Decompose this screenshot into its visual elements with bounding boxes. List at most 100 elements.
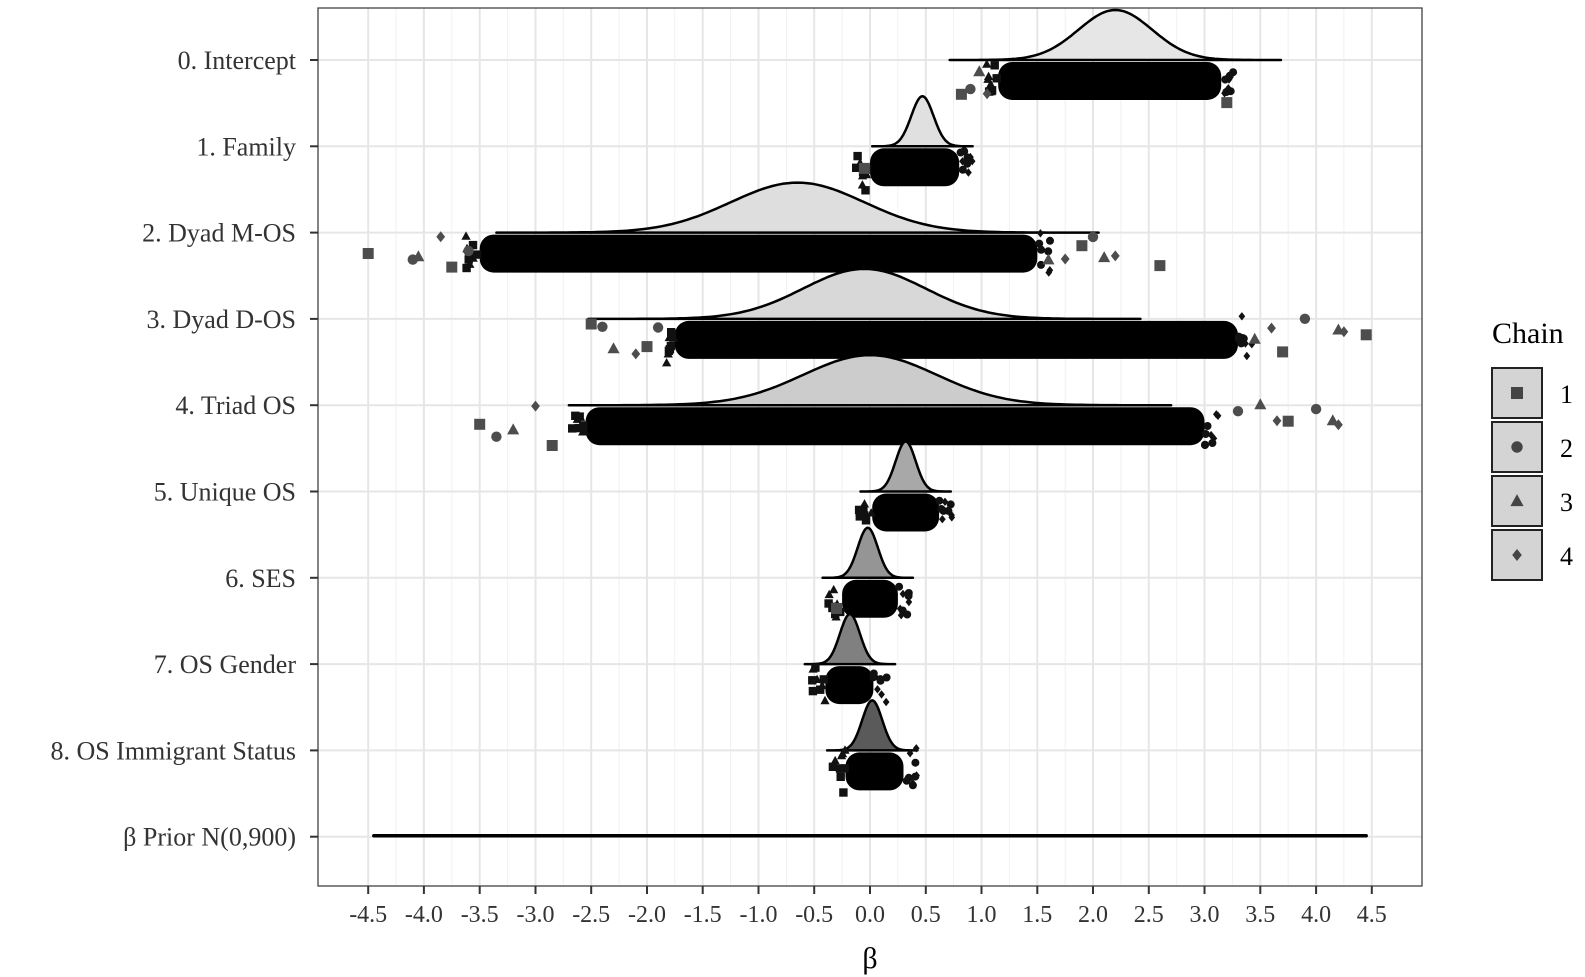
- draw-point: [1243, 351, 1251, 361]
- x-tick-label: -4.0: [405, 902, 443, 928]
- x-tick-label: -1.0: [740, 902, 778, 928]
- legend: Chain 1 2 3 4: [1491, 317, 1573, 581]
- outlier-point: [446, 261, 458, 273]
- draw-point: [990, 61, 999, 70]
- draw-point: [874, 685, 881, 694]
- density-ridge: [870, 95, 974, 148]
- legend-marker-triangle: [1510, 494, 1524, 507]
- draw-point: [878, 690, 885, 699]
- x-tick-label: 0.5: [911, 902, 941, 928]
- draw-point: [983, 71, 994, 80]
- draw-point: [1037, 260, 1045, 269]
- draw-point: [571, 411, 580, 420]
- draw-point: [835, 764, 845, 773]
- x-tick-label: -3.0: [517, 902, 555, 928]
- draw-point: [1225, 71, 1234, 80]
- legend-label: 4: [1560, 542, 1573, 571]
- draw-point: [913, 771, 920, 780]
- outlier-point: [831, 603, 842, 614]
- posterior-draws-cloud: [872, 493, 940, 532]
- posterior-draws-cloud: [479, 234, 1038, 273]
- draw-point: [568, 424, 577, 433]
- density-ridge: [821, 526, 915, 580]
- draw-point: [1207, 430, 1215, 440]
- draw-point: [944, 506, 953, 515]
- x-tick-label: -0.5: [795, 902, 833, 928]
- x-tick-label: 4.5: [1357, 902, 1387, 928]
- legend-label: 3: [1560, 488, 1573, 517]
- series-layer: [362, 8, 1372, 838]
- density-ridge: [825, 699, 919, 752]
- outlier-point: [965, 83, 976, 95]
- draw-point: [858, 171, 868, 180]
- draw-point: [465, 259, 475, 268]
- draw-point: [1035, 239, 1044, 248]
- posterior-draws-cloud: [998, 62, 1222, 100]
- draw-point: [912, 744, 920, 753]
- density-ridge: [567, 353, 1173, 407]
- series-8: [803, 612, 897, 707]
- x-axis-label: β: [862, 942, 877, 975]
- draw-point: [1037, 229, 1044, 238]
- draw-point: [828, 762, 838, 771]
- outlier-point: [1221, 97, 1233, 109]
- outlier-point: [1310, 403, 1322, 415]
- draw-point: [965, 168, 972, 177]
- outlier-point: [1254, 398, 1267, 410]
- outlier-point: [1042, 253, 1055, 265]
- series-4: [585, 267, 1372, 367]
- draw-point: [982, 59, 992, 68]
- legend-label: 1: [1560, 380, 1573, 409]
- draw-point: [1201, 441, 1209, 450]
- outlier-point: [631, 348, 641, 360]
- posterior-draws-cloud: [845, 752, 904, 791]
- x-tick-label: -2.0: [628, 902, 666, 928]
- posterior-draws-cloud: [825, 666, 874, 705]
- outlier-point: [1110, 250, 1120, 262]
- outlier-point: [585, 318, 597, 330]
- outlier-point: [1087, 231, 1099, 243]
- x-tick-label: 3.5: [1245, 902, 1275, 928]
- draw-point: [817, 680, 827, 690]
- draw-point: [1213, 410, 1220, 419]
- y-tick-label: 4. Triad OS: [175, 391, 296, 420]
- series-6: [854, 440, 956, 532]
- draw-point: [992, 74, 1001, 83]
- outlier-point: [436, 231, 446, 243]
- outlier-point: [1267, 322, 1276, 334]
- draw-point: [857, 180, 867, 189]
- draw-point: [1045, 268, 1053, 277]
- series-9: [825, 699, 920, 797]
- x-tick-label: -3.5: [461, 902, 499, 928]
- draw-point: [461, 231, 471, 240]
- y-tick-label: 1. Family: [196, 132, 296, 161]
- y-tick-label: 5. Unique OS: [154, 478, 296, 507]
- draw-point: [808, 664, 818, 673]
- draw-point: [1044, 247, 1053, 256]
- x-tick-label: -4.5: [349, 902, 387, 928]
- density-ridge: [587, 267, 1142, 321]
- draw-point: [941, 497, 949, 506]
- series-7: [821, 526, 915, 621]
- outlier-point: [362, 248, 374, 259]
- draw-point: [1225, 84, 1232, 93]
- draw-point: [902, 776, 911, 785]
- density-ridge: [948, 8, 1283, 62]
- x-tick-label: 2.5: [1134, 902, 1164, 928]
- outlier-point: [491, 431, 502, 442]
- series-1: [948, 8, 1283, 109]
- outlier-point: [1339, 326, 1349, 338]
- density-ridge: [495, 181, 1100, 234]
- outlier-point: [1248, 332, 1261, 344]
- legend-marker-square: [1511, 387, 1523, 399]
- legend-marker-circle: [1511, 441, 1523, 453]
- draw-point: [958, 165, 967, 174]
- draw-point: [935, 496, 944, 505]
- draw-point: [819, 675, 828, 684]
- outlier-point: [546, 440, 558, 451]
- draw-point: [1203, 422, 1212, 430]
- draw-point: [968, 157, 976, 166]
- series-2: [852, 95, 976, 195]
- outlier-point: [1326, 414, 1339, 426]
- draw-point: [1238, 312, 1246, 321]
